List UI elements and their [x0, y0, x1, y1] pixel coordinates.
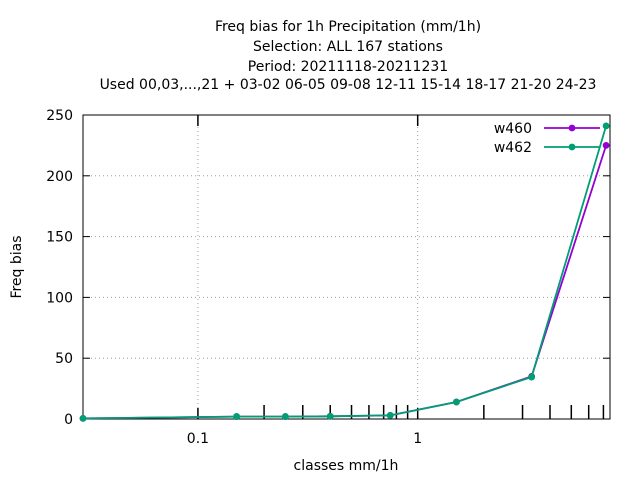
y-tick-label: 200 [46, 169, 73, 185]
y-tick-label: 50 [55, 351, 73, 367]
data-point [79, 414, 87, 422]
legend-label-w460: w460 [494, 121, 532, 137]
series-w462 [79, 122, 610, 422]
legend: w460 w462 [494, 121, 600, 156]
y-tick-label: 250 [46, 108, 73, 124]
title-line-4: Used 00,03,...,21 + 03-02 06-05 09-08 12… [100, 77, 597, 93]
x-tick-label: 1 [413, 431, 422, 447]
y-tick-label: 150 [46, 230, 73, 246]
data-point [386, 411, 394, 419]
data-point [602, 122, 610, 130]
plot-frame [82, 114, 611, 420]
tick-labels: 0 50 100 150 200 250 0.1 1 [46, 108, 422, 447]
legend-label-w462: w462 [494, 140, 532, 156]
title-line-2: Selection: ALL 167 stations [253, 39, 443, 55]
y-axis-label: Freq bias [9, 235, 25, 298]
data-point [602, 142, 610, 149]
legend-marker-w462 [568, 143, 576, 151]
x-tick-label: 0.1 [187, 431, 209, 447]
title-line-1: Freq bias for 1h Precipitation (mm/1h) [215, 19, 481, 35]
x-axis-label: classes mm/1h [294, 458, 399, 474]
series [79, 122, 610, 422]
chart-title: Freq bias for 1h Precipitation (mm/1h) S… [100, 19, 597, 93]
y-tick-label: 0 [64, 412, 73, 428]
data-point [326, 412, 334, 420]
legend-marker-w460 [568, 124, 576, 132]
series-line [82, 125, 607, 420]
data-point [281, 413, 289, 420]
data-point [452, 398, 460, 406]
title-line-3: Period: 20211118-20211231 [248, 59, 448, 75]
data-point [233, 413, 241, 420]
data-point [528, 373, 536, 381]
grid [83, 115, 610, 419]
y-tick-label: 100 [46, 290, 73, 306]
